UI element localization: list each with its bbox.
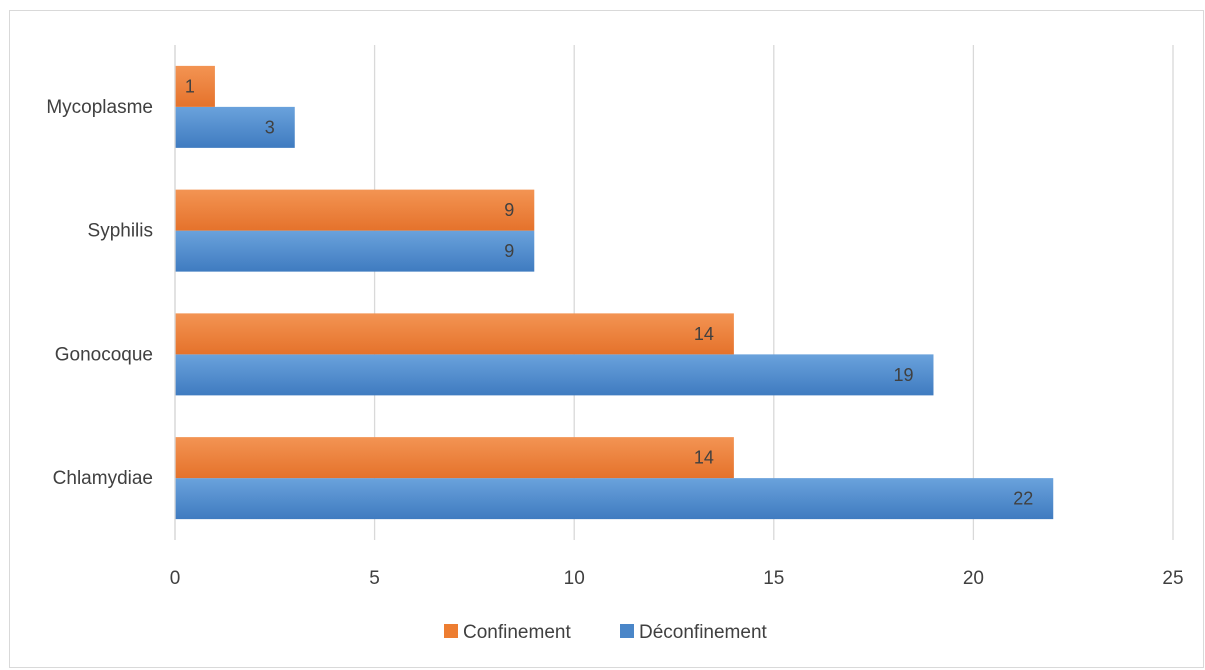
x-tick-label: 25 bbox=[1162, 568, 1183, 589]
data-label: 19 bbox=[893, 365, 913, 385]
category-label: Gonocoque bbox=[55, 344, 153, 365]
category-label: Mycoplasme bbox=[46, 97, 153, 118]
data-label: 3 bbox=[265, 117, 275, 137]
legend-swatch-confinement bbox=[444, 624, 458, 638]
axes: 0 5 10 15 20 25 Chlamydiae Gonocoque Syphilis Myc… bbox=[46, 45, 1184, 589]
x-tick-label: 5 bbox=[369, 568, 380, 589]
legend: Confinement Déconfinement bbox=[444, 622, 768, 643]
data-labels: 22 14 19 14 9 9 3 1 bbox=[185, 76, 1033, 508]
bar-déconfinement-chlamydiae bbox=[175, 478, 1054, 520]
bar-déconfinement-gonocoque bbox=[175, 354, 934, 396]
data-label: 22 bbox=[1013, 489, 1033, 509]
bar-confinement-syphilis bbox=[175, 189, 535, 231]
data-label: 14 bbox=[694, 448, 714, 468]
bar-confinement-gonocoque bbox=[175, 313, 734, 355]
data-label: 14 bbox=[694, 324, 714, 344]
data-label: 1 bbox=[185, 76, 195, 96]
bar-confinement-mycoplasme bbox=[175, 65, 215, 107]
x-tick-label: 15 bbox=[763, 568, 784, 589]
x-tick-label: 0 bbox=[170, 568, 181, 589]
legend-swatch-déconfinement bbox=[620, 624, 634, 638]
legend-label: Confinement bbox=[463, 622, 571, 643]
bar-déconfinement-mycoplasme bbox=[175, 106, 295, 148]
category-label: Chlamydiae bbox=[53, 468, 153, 489]
bar-déconfinement-syphilis bbox=[175, 230, 535, 272]
category-label: Syphilis bbox=[88, 221, 153, 242]
data-label: 9 bbox=[504, 241, 514, 261]
data-label: 9 bbox=[504, 200, 514, 220]
bars bbox=[175, 65, 1054, 520]
x-tick-label: 10 bbox=[564, 568, 585, 589]
x-tick-label: 20 bbox=[963, 568, 984, 589]
legend-label: Déconfinement bbox=[639, 622, 768, 643]
bar-confinement-chlamydiae bbox=[175, 437, 734, 479]
